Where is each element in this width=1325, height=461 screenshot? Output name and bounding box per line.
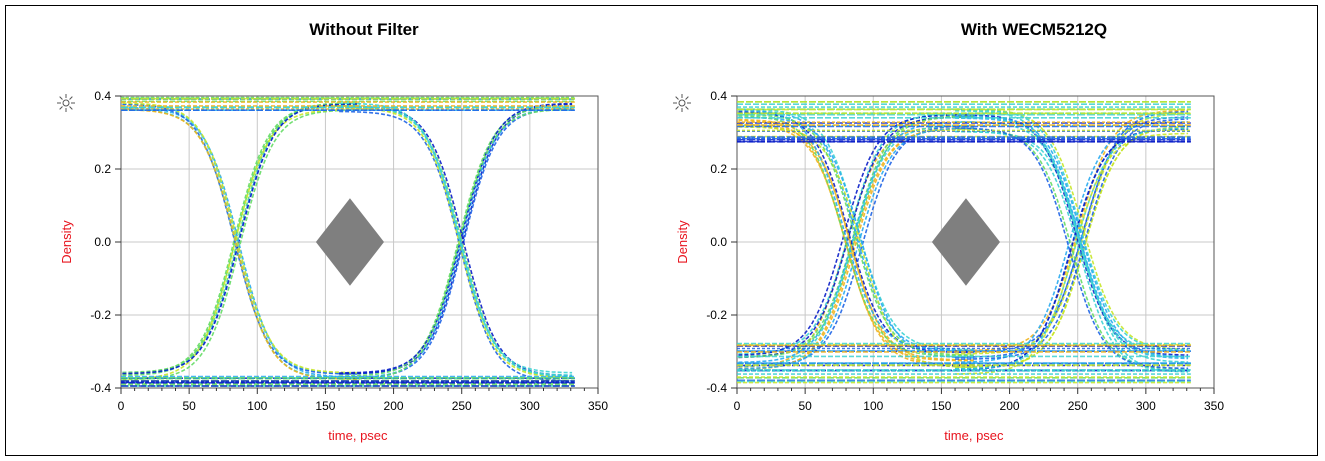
x-tick-label: 150: [315, 399, 335, 413]
x-tick-label: 300: [520, 399, 540, 413]
plot-area: 0 50 100 150 200 250 300 350 -0.4 -0.2 0.0 0.2 0.4 ti…: [673, 89, 1224, 443]
eye-trace-edge: [955, 121, 1189, 364]
eye-trace-edge: [955, 108, 1189, 351]
eye-trace-edge: [738, 124, 976, 367]
panel-title-right: With WECM5212Q: [960, 20, 1108, 39]
eye-mask-diamond: [931, 198, 1001, 286]
eye-trace-edge: [339, 105, 573, 377]
y-tick-label: 0.4: [710, 89, 727, 103]
marker-sun-icon: [57, 94, 75, 112]
x-axis-label: time, psec: [328, 428, 388, 443]
eye-trace-edge: [122, 102, 360, 374]
eye-trace-edge: [738, 108, 976, 351]
y-tick-label: 0.2: [710, 162, 727, 176]
y-tick-label: 0.4: [94, 89, 111, 103]
eye-trace-edge: [955, 118, 1189, 360]
eye-trace-edge: [738, 113, 976, 356]
eye-trace-edge: [738, 126, 976, 369]
eye-traces: [737, 101, 1191, 384]
y-tick-label: 0.0: [710, 235, 727, 249]
x-tick-label: 300: [1136, 399, 1156, 413]
eye-trace-edge: [339, 110, 573, 382]
x-tick-label: 100: [863, 399, 883, 413]
y-tick-label: -0.4: [706, 381, 727, 395]
x-tick-label: 150: [931, 399, 951, 413]
x-tick-label: 100: [247, 399, 267, 413]
eye-trace-edge: [738, 115, 976, 357]
x-tick-label: 350: [588, 399, 608, 413]
y-tick-label: -0.4: [90, 381, 111, 395]
eye-trace-edge: [955, 112, 1189, 355]
panel-title-left: Without Filter: [309, 20, 419, 39]
plot-area: 0 50 100 150 200 250 300 350 -0.4 -0.2 0.0 0.2 0.4 ti…: [57, 89, 608, 443]
x-tick-label: 250: [452, 399, 472, 413]
eye-trace-edge: [339, 103, 573, 375]
x-tick-label: 350: [1204, 399, 1224, 413]
x-axis-label: time, psec: [944, 428, 1004, 443]
eye-trace-edge: [339, 102, 573, 374]
eye-trace-edge: [738, 115, 976, 358]
y-tick-label: 0.0: [94, 235, 111, 249]
y-axis-label: Density: [59, 220, 74, 264]
eye-mask-diamond: [315, 198, 385, 286]
y-axis-label: Density: [675, 220, 690, 264]
eye-trace-edge: [955, 130, 1189, 373]
x-tick-label: 200: [384, 399, 404, 413]
eye-trace-edge: [339, 102, 573, 374]
y-tick-label: -0.2: [706, 308, 727, 322]
marker-sun-icon: [673, 94, 691, 112]
x-tick-label: 0: [734, 399, 741, 413]
x-tick-label: 0: [118, 399, 125, 413]
y-tick-label: -0.2: [90, 308, 111, 322]
y-tick-label: 0.2: [94, 162, 111, 176]
eye-trace-edge: [738, 127, 976, 370]
x-tick-label: 50: [182, 399, 196, 413]
x-tick-label: 200: [1000, 399, 1020, 413]
x-tick-label: 250: [1068, 399, 1088, 413]
eye-trace-edge: [955, 117, 1189, 360]
eye-trace-edge: [122, 108, 360, 380]
x-tick-label: 50: [798, 399, 812, 413]
eye-traces: [121, 96, 575, 387]
